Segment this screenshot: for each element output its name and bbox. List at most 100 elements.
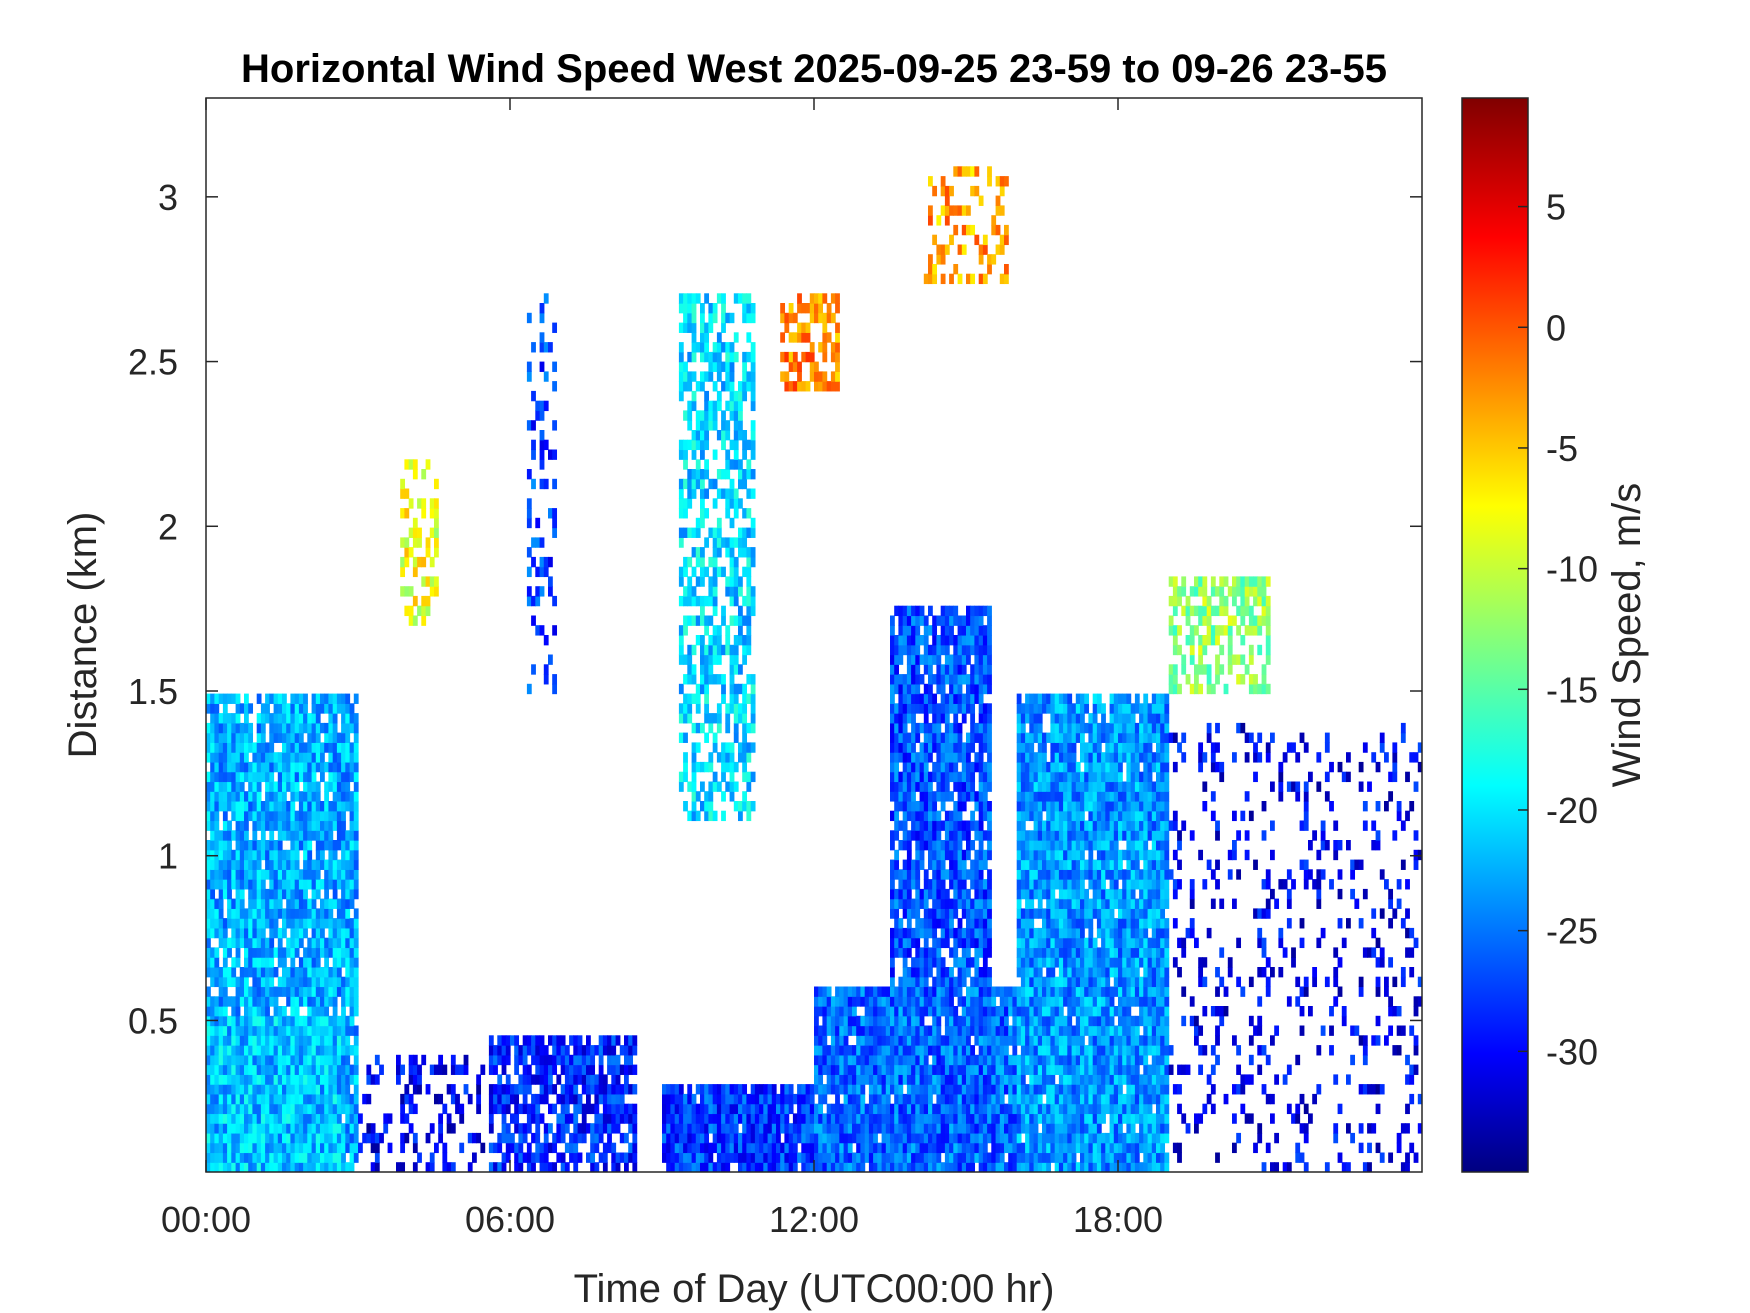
heatmap-cell xyxy=(341,908,346,919)
heatmap-cell xyxy=(273,879,279,890)
heatmap-cell xyxy=(873,1025,878,1036)
heatmap-cell xyxy=(712,537,718,548)
heatmap-cell xyxy=(949,1142,954,1154)
heatmap-cell xyxy=(970,683,976,695)
heatmap-cell xyxy=(210,947,216,958)
heatmap-cell xyxy=(970,1103,976,1115)
heatmap-cell xyxy=(497,1103,503,1115)
heatmap-cell xyxy=(953,693,959,704)
heatmap-cell xyxy=(282,888,287,900)
heatmap-cell xyxy=(695,517,701,529)
heatmap-cell xyxy=(1012,1074,1018,1085)
heatmap-cell xyxy=(277,761,283,773)
heatmap-cell xyxy=(332,840,338,851)
heatmap-cell xyxy=(294,1074,300,1085)
heatmap-cell xyxy=(218,849,224,861)
heatmap-cell xyxy=(531,1162,536,1172)
heatmap-cell xyxy=(269,781,275,792)
heatmap-cell xyxy=(957,1064,963,1075)
heatmap-cell xyxy=(708,371,714,382)
heatmap-cell xyxy=(564,1113,570,1124)
heatmap-cell xyxy=(961,937,967,949)
heatmap-cell xyxy=(721,342,726,353)
heatmap-cell xyxy=(818,1006,824,1017)
heatmap-cell xyxy=(729,703,735,714)
heatmap-cell xyxy=(307,771,313,783)
heatmap-cell xyxy=(738,801,743,812)
heatmap-cell xyxy=(307,1152,313,1163)
heatmap-cell xyxy=(894,713,900,724)
heatmap-cell xyxy=(822,1054,828,1066)
heatmap-cell xyxy=(628,1054,634,1066)
heatmap-cell xyxy=(911,1152,916,1163)
heatmap-cell xyxy=(231,937,237,949)
heatmap-cell xyxy=(742,478,748,490)
heatmap-cell xyxy=(982,898,988,909)
heatmap-cell xyxy=(733,390,739,402)
heatmap-cell xyxy=(282,1132,287,1144)
heatmap-cell xyxy=(982,791,988,802)
heatmap-cell xyxy=(877,1123,883,1134)
heatmap-cell xyxy=(678,342,684,353)
heatmap-cell xyxy=(311,703,317,714)
heatmap-cell xyxy=(759,1152,764,1163)
heatmap-cell xyxy=(303,1093,308,1105)
heatmap-cell xyxy=(961,1132,967,1144)
heatmap-cell xyxy=(412,595,418,607)
heatmap-cell xyxy=(218,840,224,851)
heatmap-cell xyxy=(704,810,710,822)
heatmap-cell xyxy=(847,1113,853,1124)
heatmap-cell xyxy=(750,556,756,568)
heatmap-cell xyxy=(353,1132,359,1144)
heatmap-cell xyxy=(856,1035,862,1046)
heatmap-cell xyxy=(501,1045,507,1056)
heatmap-cell xyxy=(890,742,895,753)
heatmap-cell xyxy=(733,566,739,578)
heatmap-cell xyxy=(750,400,756,412)
heatmap-cell xyxy=(982,761,988,773)
heatmap-cell xyxy=(417,1084,422,1095)
heatmap-cell xyxy=(957,820,963,831)
heatmap-cell xyxy=(729,693,735,704)
heatmap-cell xyxy=(919,957,925,968)
heatmap-cell xyxy=(936,869,942,880)
heatmap-cell xyxy=(417,537,422,548)
heatmap-cell xyxy=(341,693,346,704)
heatmap-cell xyxy=(1004,1162,1009,1172)
heatmap-cell xyxy=(282,1152,287,1163)
heatmap-cell xyxy=(222,1113,228,1124)
heatmap-cell xyxy=(320,1093,325,1105)
heatmap-cell xyxy=(1016,879,1022,890)
heatmap-cell xyxy=(286,986,292,997)
heatmap-cell xyxy=(970,1132,976,1144)
heatmap-cell xyxy=(303,957,308,968)
heatmap-cell xyxy=(459,1142,465,1154)
heatmap-cell xyxy=(349,967,355,978)
heatmap-cell xyxy=(687,556,693,568)
heatmap-cell xyxy=(991,1054,997,1066)
heatmap-cell xyxy=(252,888,258,900)
heatmap-cell xyxy=(932,703,938,714)
heatmap-cell xyxy=(966,205,971,216)
heatmap-cell xyxy=(539,537,545,548)
heatmap-cell xyxy=(987,840,992,851)
heatmap-cell xyxy=(286,1103,292,1115)
heatmap-cell xyxy=(911,683,916,695)
heatmap-cell xyxy=(932,1142,938,1154)
heatmap-cell xyxy=(307,908,313,919)
heatmap-cell xyxy=(894,664,900,675)
heatmap-cell xyxy=(700,322,705,333)
heatmap-cell xyxy=(890,791,895,802)
heatmap-cell xyxy=(366,1123,372,1134)
heatmap-cell xyxy=(222,1142,228,1154)
heatmap-cell xyxy=(328,908,334,919)
heatmap-cell xyxy=(298,888,304,900)
heatmap-cell xyxy=(911,674,916,685)
heatmap-cell xyxy=(336,732,342,743)
heatmap-cell xyxy=(349,742,355,753)
heatmap-cell xyxy=(733,351,739,363)
heatmap-cell xyxy=(687,674,693,685)
heatmap-cell xyxy=(746,381,752,392)
heatmap-cell xyxy=(294,1025,300,1036)
heatmap-cell xyxy=(902,1054,908,1066)
